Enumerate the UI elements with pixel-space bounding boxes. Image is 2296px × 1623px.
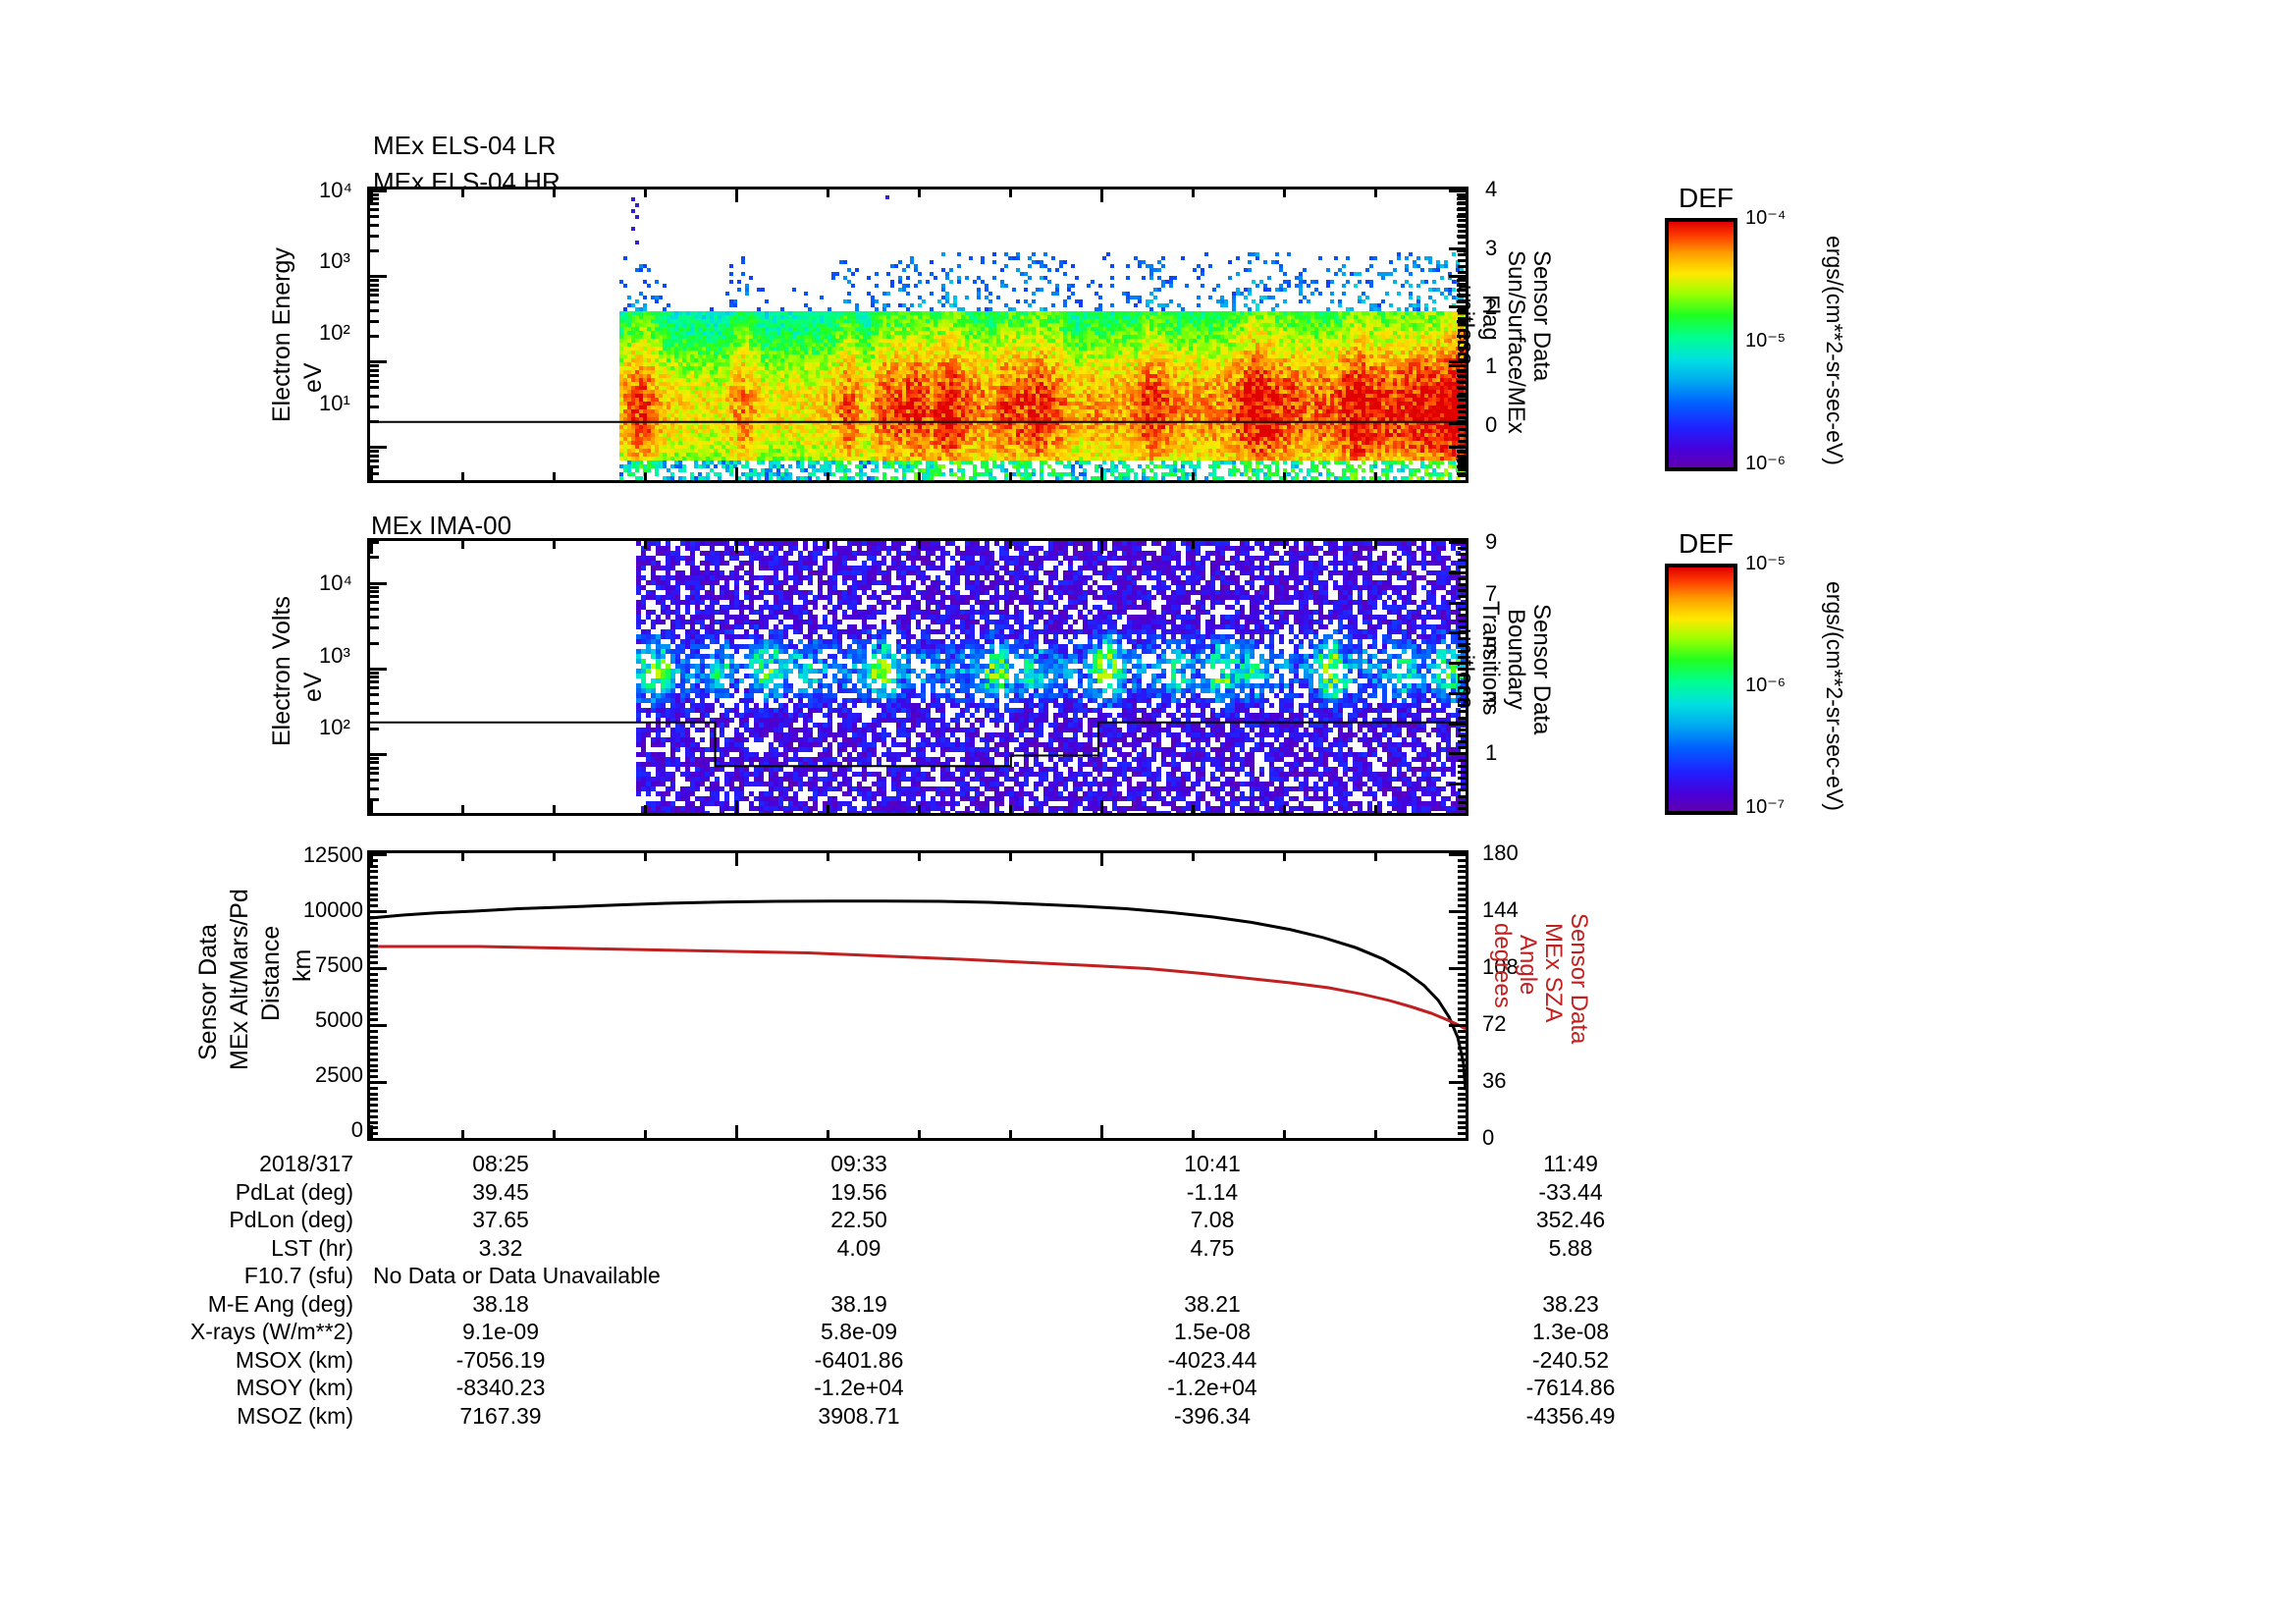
table-row-label: PdLon (deg): [229, 1207, 353, 1232]
table-row-span-value: No Data or Data Unavailable: [373, 1263, 661, 1288]
table-cell: 352.46: [1535, 1207, 1606, 1232]
table-cell: 7167.39: [459, 1402, 542, 1429]
table-row-label: MSOX (km): [235, 1346, 353, 1373]
table-cell: 5.8e-09: [820, 1319, 897, 1344]
table-cell: 38.21: [1184, 1290, 1241, 1317]
table-cell: -1.2e+04: [814, 1375, 904, 1400]
table-cell: 1.3e-08: [1531, 1319, 1609, 1344]
table-cell: -240.52: [1531, 1346, 1609, 1373]
table-cell: 08:25: [472, 1151, 529, 1176]
table-row-label: LST (hr): [271, 1234, 353, 1261]
table-row-label: MSOY (km): [236, 1375, 353, 1400]
table-cell: 7.08: [1190, 1207, 1235, 1232]
table-row-label: PdLat (deg): [235, 1178, 353, 1205]
table-cell: 11:49: [1543, 1151, 1598, 1176]
table-cell: -33.44: [1538, 1178, 1603, 1205]
table-cell: -7056.19: [455, 1346, 546, 1373]
table-cell: 39.45: [472, 1178, 529, 1205]
table-cell: 10:41: [1184, 1151, 1241, 1176]
table-row-label: MSOZ (km): [237, 1402, 353, 1429]
table-cell: 38.23: [1542, 1290, 1599, 1317]
table-cell: -7614.86: [1525, 1375, 1616, 1400]
table-cell: -8340.23: [455, 1375, 546, 1400]
table-cell: 5.88: [1548, 1234, 1593, 1261]
table-cell: -1.14: [1186, 1178, 1239, 1205]
table-cell: 38.18: [472, 1290, 529, 1317]
table-cell: 38.19: [830, 1290, 887, 1317]
table-row-label: M-E Ang (deg): [207, 1290, 353, 1317]
table-row-label: F10.7 (sfu): [243, 1263, 353, 1288]
table-cell: 3908.71: [818, 1402, 900, 1429]
table-cell: 37.65: [472, 1207, 529, 1232]
table-cell: 4.09: [836, 1234, 881, 1261]
table-cell: 4.75: [1190, 1234, 1235, 1261]
table-row-label: X-rays (W/m**2): [189, 1319, 353, 1344]
table-cell: 3.32: [478, 1234, 523, 1261]
table-row-label: 2018/317: [259, 1151, 353, 1176]
table-cell: 19.56: [830, 1178, 887, 1205]
table-cell: -6401.86: [814, 1346, 904, 1373]
table-cell: 22.50: [830, 1207, 887, 1232]
table-cell: 1.5e-08: [1173, 1319, 1251, 1344]
table-cell: -4023.44: [1167, 1346, 1257, 1373]
table-cell: -396.34: [1173, 1402, 1251, 1429]
table-cell: 9.1e-09: [461, 1319, 539, 1344]
table-cell: -1.2e+04: [1167, 1375, 1257, 1400]
table-cell: 09:33: [830, 1151, 887, 1176]
table-cell: -4356.49: [1525, 1402, 1616, 1429]
